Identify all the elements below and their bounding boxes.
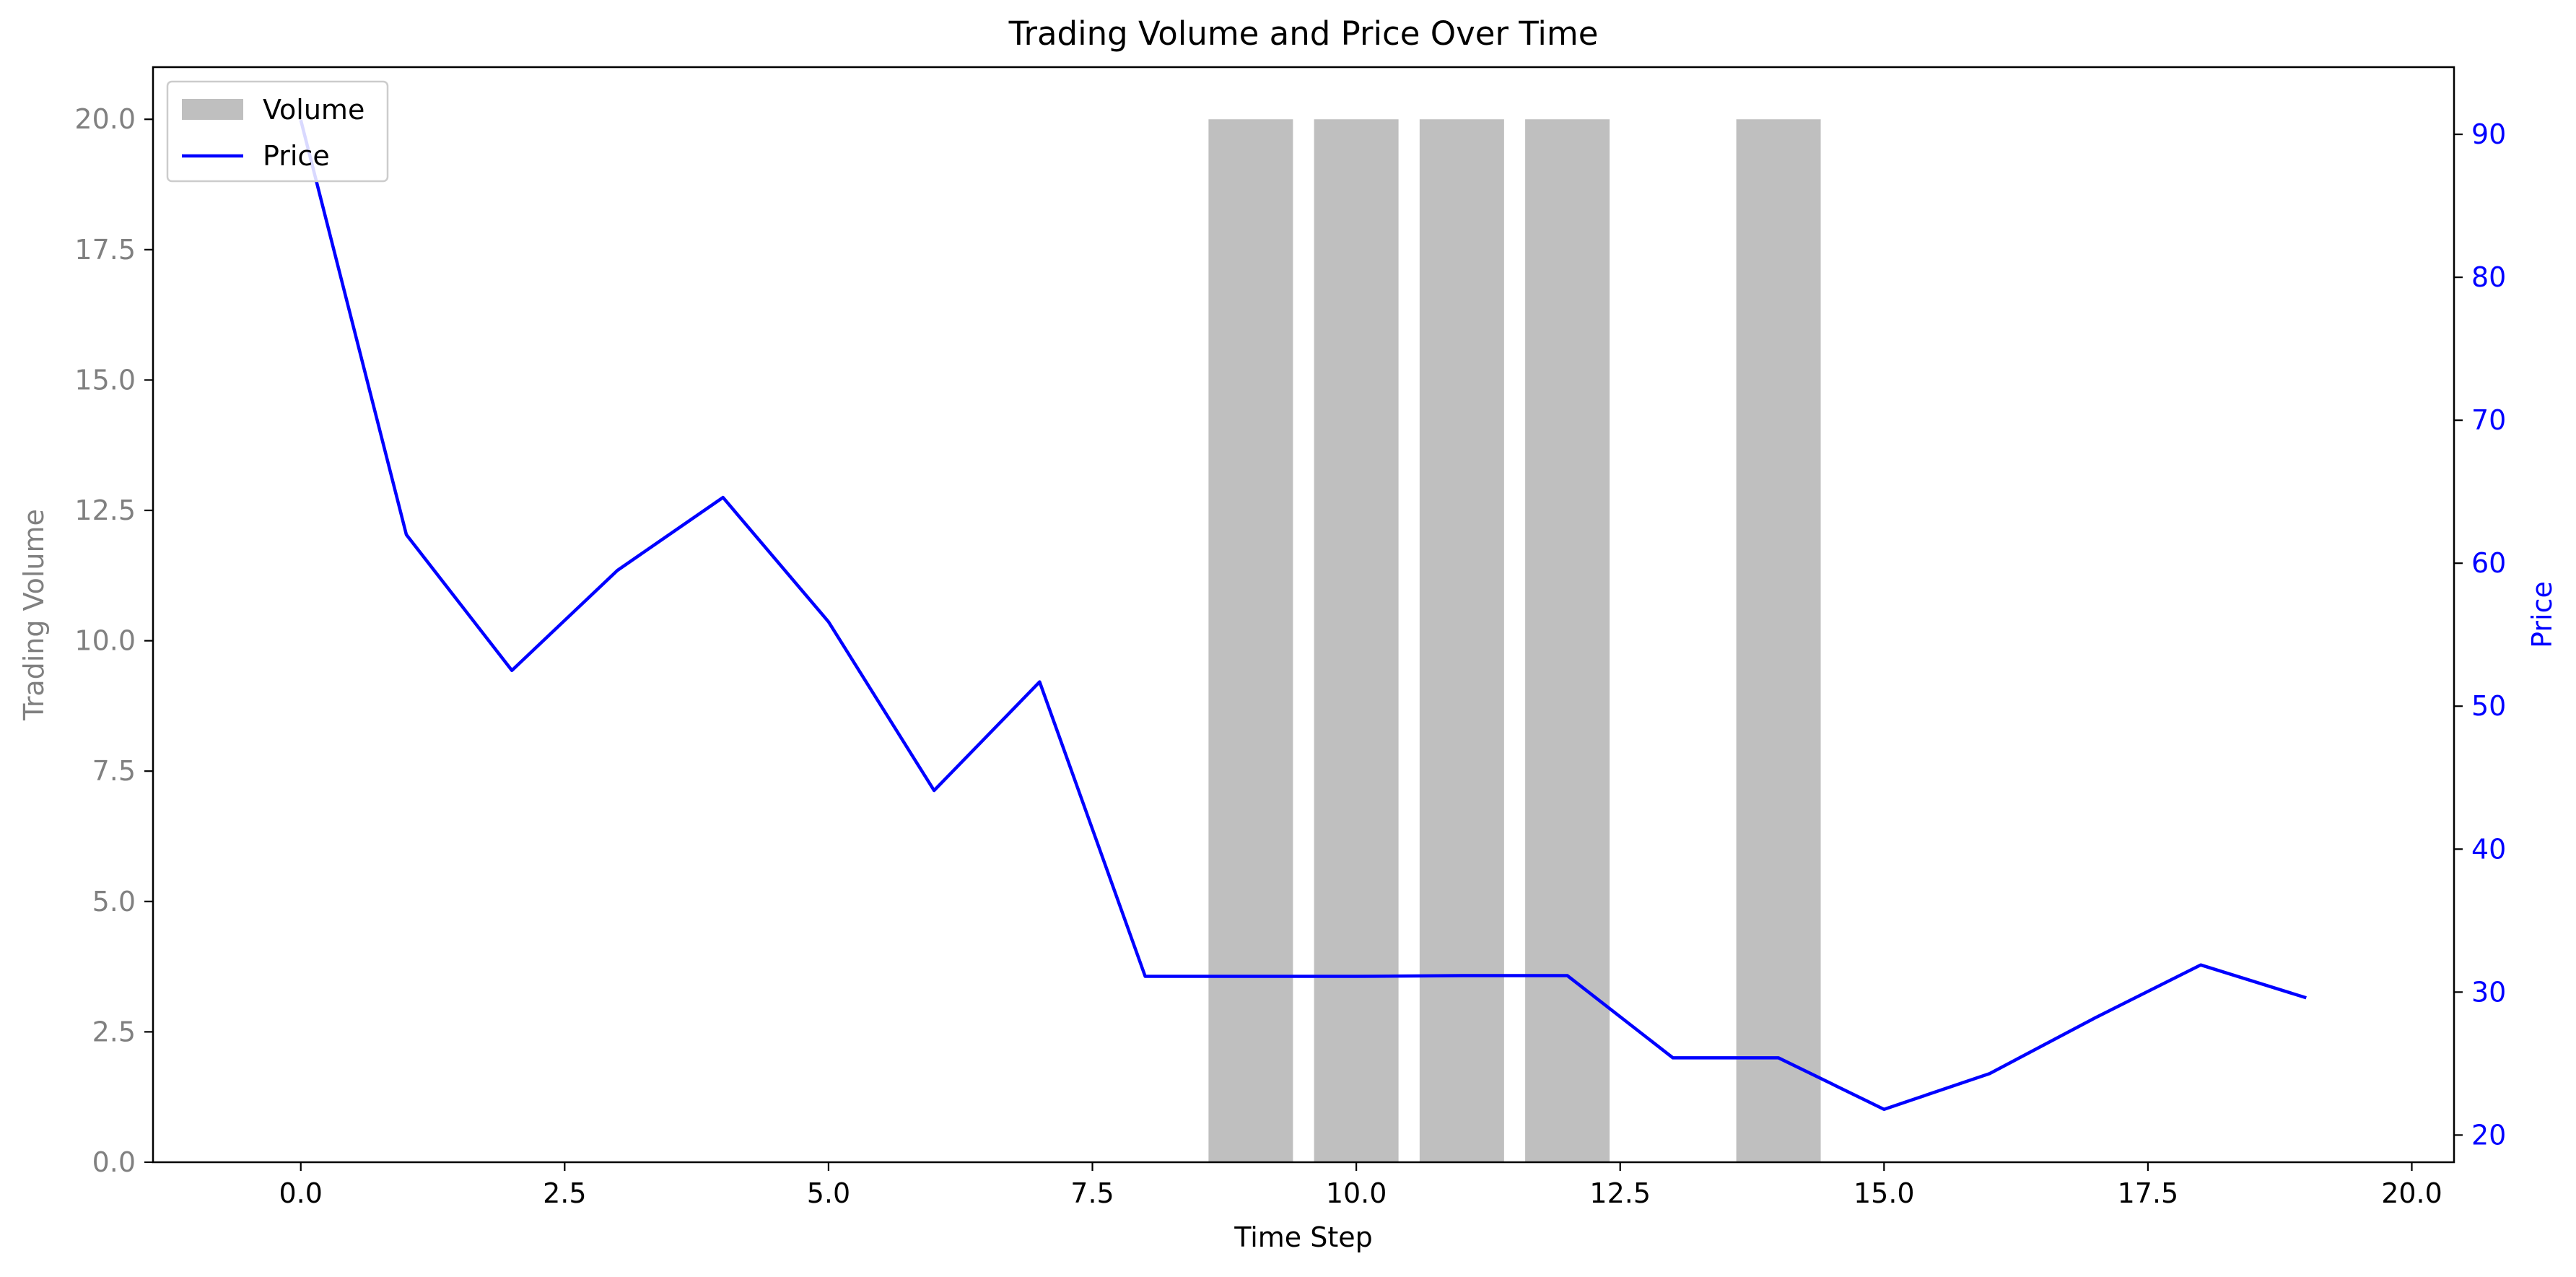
y-right-tick-label: 50 bbox=[2471, 690, 2506, 722]
x-axis-label: Time Step bbox=[1234, 1221, 1373, 1253]
legend-swatch-volume bbox=[182, 99, 243, 120]
x-tick-label: 5.0 bbox=[807, 1177, 850, 1209]
y-right-tick-label: 70 bbox=[2471, 404, 2506, 436]
y-left-tick-label: 7.5 bbox=[92, 755, 136, 787]
y-left-axis-label: Trading Volume bbox=[18, 509, 50, 721]
y-right-tick-label: 20 bbox=[2471, 1119, 2506, 1151]
volume-bar[interactable] bbox=[1736, 119, 1821, 1163]
y-left-tick-label: 17.5 bbox=[74, 234, 136, 266]
volume-bar[interactable] bbox=[1208, 119, 1293, 1163]
y-left-tick-label: 10.0 bbox=[74, 625, 136, 657]
plot-frame bbox=[152, 66, 2455, 1164]
y-left-tick-label: 15.0 bbox=[74, 364, 136, 396]
y-right-axis-label: Price bbox=[2526, 581, 2558, 648]
plot-area bbox=[153, 67, 2454, 1162]
volume-bar[interactable] bbox=[1419, 119, 1504, 1163]
x-tick-label: 0.0 bbox=[279, 1177, 323, 1209]
legend-label-price: Price bbox=[263, 140, 330, 172]
y-left-tick-label: 5.0 bbox=[92, 886, 136, 918]
x-tick-label: 20.0 bbox=[2381, 1177, 2442, 1209]
x-tick-label: 15.0 bbox=[1854, 1177, 1915, 1209]
y-right-tick-label: 80 bbox=[2471, 261, 2506, 293]
y-left-tick-label: 12.5 bbox=[74, 494, 136, 526]
x-tick-label: 17.5 bbox=[2118, 1177, 2179, 1209]
x-tick-label: 2.5 bbox=[543, 1177, 586, 1209]
volume-bar[interactable] bbox=[1525, 119, 1610, 1163]
y-left-tick-label: 2.5 bbox=[92, 1016, 136, 1047]
y-right-tick-label: 30 bbox=[2471, 976, 2506, 1008]
x-tick-label: 7.5 bbox=[1070, 1177, 1114, 1209]
y-left-tick-label: 0.0 bbox=[92, 1146, 136, 1178]
x-tick-label: 10.0 bbox=[1326, 1177, 1387, 1209]
price-line[interactable] bbox=[299, 119, 2307, 1111]
y-right-tick-label: 90 bbox=[2471, 118, 2506, 150]
chart-title: Trading Volume and Price Over Time bbox=[1008, 14, 1599, 53]
legend-label-volume: Volume bbox=[263, 94, 364, 126]
y-right-tick-label: 60 bbox=[2471, 547, 2506, 579]
volume-bar[interactable] bbox=[1314, 119, 1399, 1163]
y-right-tick-label: 40 bbox=[2471, 833, 2506, 865]
x-tick-label: 12.5 bbox=[1589, 1177, 1651, 1209]
y-left-tick-label: 20.0 bbox=[74, 103, 136, 135]
